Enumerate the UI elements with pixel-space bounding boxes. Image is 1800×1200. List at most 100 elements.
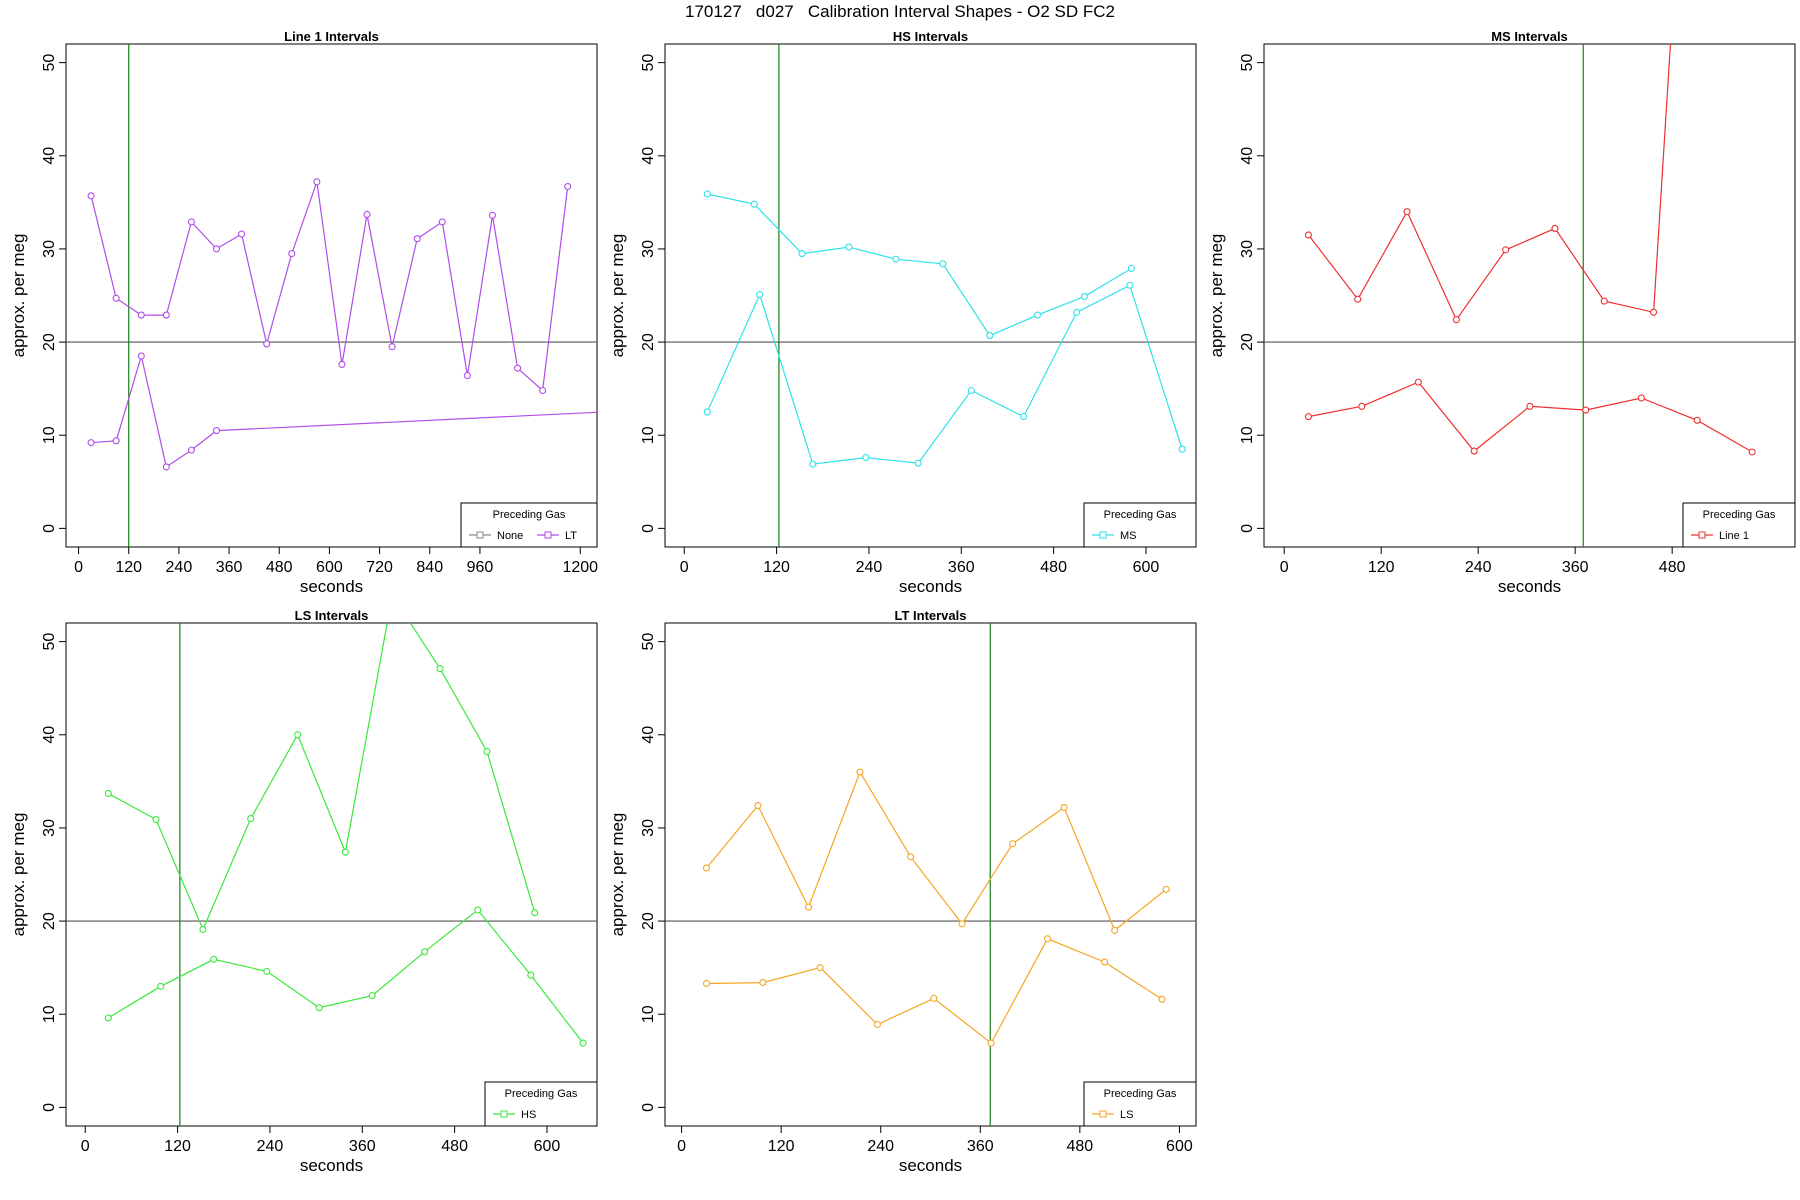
x-tick-label: 120 <box>763 559 790 576</box>
legend-entry-label: Line 1 <box>1719 530 1749 542</box>
data-point <box>1748 448 1756 456</box>
data-point <box>1403 208 1411 216</box>
x-tick-label: 360 <box>216 559 243 576</box>
x-tick-label: 1200 <box>562 559 598 576</box>
data-point <box>436 665 444 673</box>
data-point <box>1111 926 1119 934</box>
data-point <box>1060 803 1068 811</box>
data-point <box>187 218 195 226</box>
data-point <box>756 291 764 299</box>
x-tick-label: 600 <box>1166 1138 1193 1155</box>
data-point <box>238 230 246 238</box>
y-tick-label: 40 <box>640 726 657 744</box>
data-point <box>1020 413 1028 421</box>
data-point <box>759 979 767 987</box>
data-point <box>162 311 170 319</box>
series-line <box>706 284 1183 465</box>
data-point <box>1452 316 1460 324</box>
data-point <box>907 853 915 861</box>
data-point <box>809 460 817 468</box>
y-tick-label: 30 <box>640 819 657 837</box>
x-axis-label: seconds <box>1498 577 1561 596</box>
x-tick-label: 240 <box>257 1138 284 1155</box>
x-tick-label: 240 <box>166 559 193 576</box>
legend-swatch-marker <box>1099 1110 1107 1118</box>
data-point <box>1033 311 1042 319</box>
data-point <box>856 768 864 776</box>
legend-box <box>1682 502 1796 548</box>
legend-box <box>484 1081 598 1127</box>
y-axis-label: approx. per meg <box>608 234 627 358</box>
data-point <box>1551 224 1559 232</box>
y-tick-label: 50 <box>640 54 657 72</box>
data-point <box>1162 885 1170 893</box>
y-axis-label: approx. per meg <box>9 813 28 937</box>
x-tick-label: 600 <box>1133 559 1160 576</box>
data-point <box>463 372 471 380</box>
data-point <box>892 255 900 263</box>
chart-panel: HS Intervals 0 120 240 360 480 600 seconds 0 10 20… <box>608 29 1197 596</box>
series-line <box>1308 44 1672 321</box>
x-tick-label: 360 <box>967 1138 994 1155</box>
x-tick-label: 360 <box>948 559 975 576</box>
data-point <box>1127 264 1135 273</box>
x-tick-label: 0 <box>74 559 83 576</box>
data-point <box>389 592 395 598</box>
series-line <box>706 770 1167 932</box>
x-tick-label: 480 <box>266 559 293 576</box>
legend-swatch-marker <box>1698 531 1706 539</box>
legend: Preceding Gas HS <box>484 1081 598 1127</box>
data-point <box>1126 281 1134 289</box>
series-line <box>707 193 1132 337</box>
x-tick-label: 240 <box>856 559 883 576</box>
legend-entry-label: MS <box>1120 530 1137 542</box>
data-point <box>157 982 165 990</box>
data-point <box>413 235 421 243</box>
legend-box <box>1083 1081 1197 1127</box>
x-tick-label: 0 <box>677 1138 686 1155</box>
data-point <box>488 211 497 219</box>
x-tick-label: 480 <box>1040 559 1067 576</box>
data-point <box>1009 840 1017 848</box>
y-tick-label: 30 <box>1239 240 1256 258</box>
x-tick-label: 600 <box>316 559 343 576</box>
legend-swatch-marker <box>476 531 484 539</box>
panel-title: Line 1 Intervals <box>284 29 379 44</box>
legend-entry-label: HS <box>521 1109 536 1121</box>
data-point <box>1637 394 1645 402</box>
x-tick-label: 720 <box>366 559 393 576</box>
data-point <box>112 437 120 445</box>
legend: Preceding Gas LS <box>1083 1081 1197 1127</box>
series-line <box>91 353 597 468</box>
data-point <box>845 243 853 251</box>
legend-entry-label: LS <box>1120 1109 1133 1121</box>
data-point <box>1693 416 1701 424</box>
legend-box <box>1083 502 1197 548</box>
y-tick-label: 40 <box>1239 147 1256 165</box>
x-tick-label: 120 <box>164 1138 191 1155</box>
x-tick-label: 480 <box>1659 559 1686 576</box>
y-tick-label: 30 <box>640 240 657 258</box>
data-point <box>212 245 221 253</box>
chart-panel: Line 1 Intervals 0 120 240 360 480 600 720 840 96… <box>9 29 598 596</box>
chart-panel: MS Intervals 0 120 240 360 480 seconds 0 10 20 30 4… <box>1207 29 1796 596</box>
series-group <box>703 190 1186 468</box>
x-tick-label: 0 <box>680 559 689 576</box>
data-point <box>1158 995 1166 1003</box>
data-point <box>104 789 112 798</box>
data-point <box>212 427 221 435</box>
plot-frame <box>65 43 598 548</box>
data-point <box>873 1020 881 1029</box>
data-point <box>1358 402 1366 410</box>
data-point <box>967 386 975 395</box>
y-tick-label: 0 <box>41 1103 58 1112</box>
data-point <box>958 920 966 928</box>
data-point <box>338 360 346 368</box>
data-point <box>87 192 95 200</box>
data-point <box>87 439 95 447</box>
data-point <box>388 343 396 351</box>
legend: Preceding Gas None LT <box>460 502 598 548</box>
legend-swatch-marker <box>500 1110 508 1118</box>
data-point <box>137 352 145 360</box>
data-point <box>939 260 947 268</box>
